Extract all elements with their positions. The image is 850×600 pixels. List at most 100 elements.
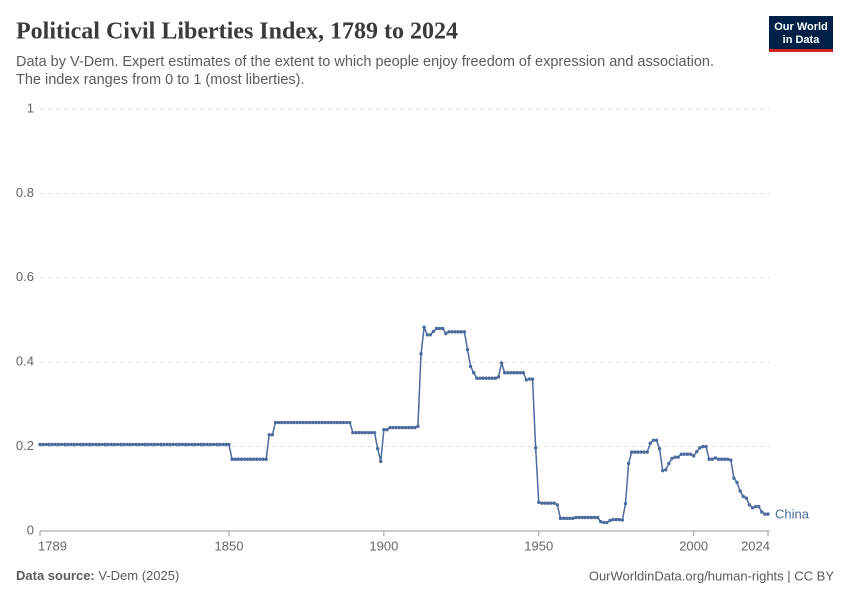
data-point — [533, 446, 538, 450]
footer-link[interactable]: OurWorldinData.org/human-rights | CC BY — [589, 568, 835, 583]
data-point — [419, 352, 423, 356]
data-point — [629, 450, 634, 454]
data-point — [716, 457, 721, 461]
data-point — [444, 331, 448, 336]
data-point — [357, 430, 361, 435]
data-point — [338, 420, 343, 425]
source-text: V-Dem (2025) — [98, 568, 179, 583]
data-point — [574, 515, 578, 520]
data-point — [710, 457, 714, 461]
data-point — [744, 496, 749, 500]
data-point — [518, 371, 522, 375]
data-point — [561, 516, 566, 521]
data-point — [456, 330, 460, 334]
data-point — [537, 500, 541, 505]
data-point — [540, 501, 544, 505]
data-point — [403, 425, 408, 430]
data-point — [623, 501, 628, 506]
data-point — [190, 442, 194, 447]
data-point — [685, 452, 690, 456]
data-point — [239, 457, 244, 461]
data-point — [140, 442, 144, 447]
source: Data source: V-Dem (2025) — [16, 568, 179, 583]
data-point — [276, 420, 281, 425]
data-point — [481, 376, 485, 380]
data-point — [310, 420, 315, 425]
data-point — [416, 424, 420, 429]
data-point — [307, 420, 312, 425]
data-point — [530, 377, 535, 381]
data-point — [87, 442, 92, 447]
data-point — [320, 420, 324, 425]
x-tick-label: 1850 — [215, 538, 244, 553]
data-point — [475, 376, 479, 380]
data-point — [676, 455, 680, 459]
data-point — [385, 428, 389, 432]
data-point — [735, 480, 739, 485]
data-point — [242, 457, 247, 461]
logo[interactable]: Our World in Data — [769, 16, 833, 52]
data-point — [617, 517, 622, 522]
data-point — [335, 420, 340, 425]
data-point — [388, 425, 392, 430]
data-point — [125, 442, 129, 447]
data-point — [682, 452, 687, 456]
data-point — [341, 420, 346, 425]
data-point — [351, 430, 355, 435]
data-point — [69, 442, 73, 447]
data-point — [636, 450, 640, 454]
x-tick-label: 2024 — [741, 538, 770, 553]
data-point — [100, 442, 104, 447]
data-point — [713, 456, 718, 460]
data-point — [379, 459, 383, 464]
data-point — [487, 376, 491, 380]
data-point — [159, 442, 163, 447]
data-point — [329, 420, 333, 425]
data-point — [59, 442, 64, 447]
data-point — [131, 442, 135, 447]
data-point — [50, 442, 55, 447]
data-point — [595, 515, 600, 520]
data-point — [738, 489, 742, 493]
data-point — [422, 325, 426, 329]
data-point — [186, 442, 191, 447]
data-point — [112, 442, 117, 447]
data-point — [245, 457, 250, 461]
data-point — [227, 442, 231, 447]
data-point — [704, 444, 708, 449]
data-point — [527, 377, 532, 381]
x-tick-label: 1789 — [38, 538, 67, 553]
data-point — [413, 425, 417, 430]
data-point — [72, 442, 76, 447]
data-point — [397, 425, 402, 430]
data-point — [558, 516, 563, 521]
data-point — [199, 442, 203, 447]
data-point — [453, 330, 457, 334]
data-point — [645, 450, 649, 454]
data-point — [450, 330, 454, 334]
data-point — [462, 330, 467, 334]
logo-box — [769, 16, 833, 52]
data-point — [149, 442, 154, 447]
data-point — [279, 420, 284, 425]
data-point — [152, 442, 157, 447]
data-point — [221, 442, 225, 447]
data-point — [66, 442, 70, 447]
data-point — [366, 430, 371, 435]
data-point — [543, 501, 547, 505]
y-tick-label: 0.2 — [16, 438, 34, 453]
subtitle: Data by V-Dem. Expert estimates of the e… — [16, 54, 714, 70]
data-point — [298, 420, 302, 425]
data-point — [667, 461, 671, 466]
logo-text: in Data — [783, 34, 821, 46]
data-point — [493, 376, 498, 380]
data-point — [496, 375, 501, 379]
data-point — [490, 376, 494, 380]
data-point — [369, 430, 374, 435]
data-point — [267, 433, 271, 437]
data-point — [81, 442, 86, 447]
data-point — [639, 450, 643, 454]
data-point — [109, 442, 113, 447]
data-point — [614, 517, 618, 522]
data-point — [183, 442, 188, 447]
